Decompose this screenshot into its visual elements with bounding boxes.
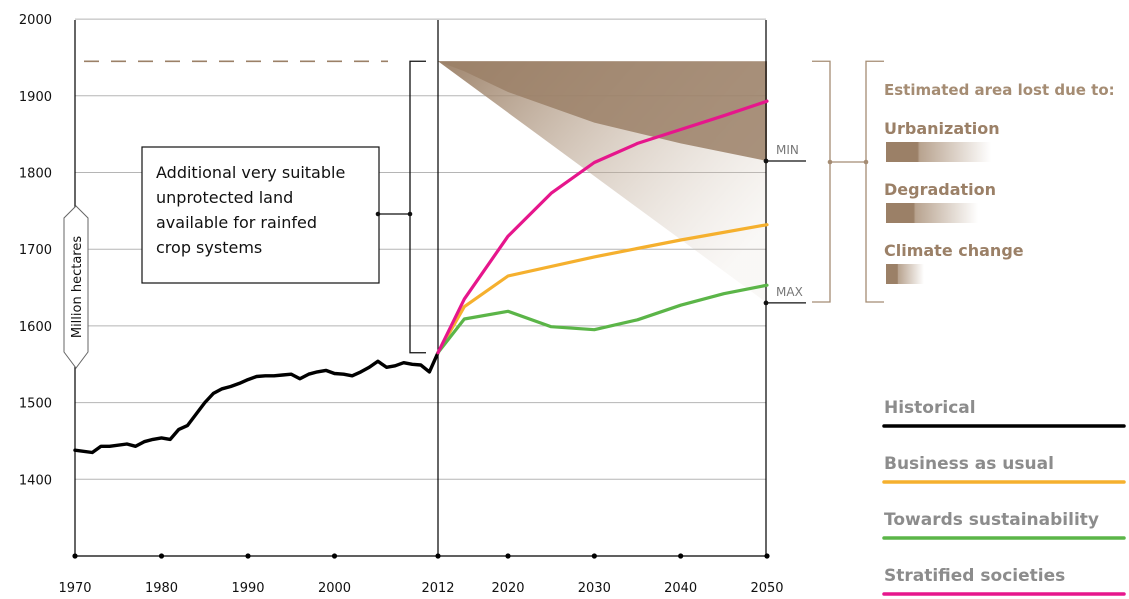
x-tick-label: 2020 — [491, 581, 524, 596]
lost-item-swatch — [886, 264, 924, 284]
lost-brace-dot — [863, 159, 869, 165]
callout-dot — [375, 211, 381, 217]
y-axis-double-arrow — [63, 205, 89, 369]
x-tick-label: 2040 — [664, 581, 697, 596]
min-label: MIN — [776, 143, 799, 157]
legend-label: Business as usual — [884, 454, 1054, 474]
x-tick-label: 2012 — [421, 581, 454, 596]
callout-bracket — [409, 60, 426, 354]
x-tick-dot — [331, 553, 338, 559]
series-line-historical — [73, 351, 440, 455]
x-tick-dot — [72, 553, 78, 559]
callout-box — [141, 146, 380, 284]
x-tick-label: 1970 — [58, 581, 91, 596]
x-tick-label: 1980 — [145, 581, 178, 596]
series-legend: Historical Business as usual Towards susta… — [882, 398, 1126, 596]
series-lines — [73, 99, 769, 455]
lost-item-label: Degradation — [884, 180, 996, 199]
series-line-business-as-usual — [436, 223, 769, 355]
min-marker-dot — [763, 158, 769, 164]
callout-dot — [407, 211, 413, 217]
y-tick-label: 1600 — [19, 320, 52, 335]
legend-label: Towards sustainability — [884, 510, 1099, 530]
x-tick-dot — [245, 553, 251, 559]
series-line-towards-sustainability — [436, 283, 769, 355]
area-lost-min — [438, 61, 767, 161]
max-marker-dot — [763, 300, 769, 306]
y-tick-label: 1700 — [19, 243, 52, 258]
callout-group: Additional very suitable unprotected land… — [141, 60, 426, 354]
x-tick-label: 2030 — [578, 581, 611, 596]
lost-item-label: Climate change — [884, 241, 1024, 260]
x-tick-dot — [764, 553, 770, 559]
lost-title: Estimated area lost due to: — [884, 81, 1115, 99]
series-line-stratified-societies — [436, 99, 769, 355]
x-tick-dot — [435, 553, 441, 559]
axes: 1970 1980 1990 2000 2012 2020 2030 2040 2050 — [58, 20, 784, 596]
y-axis-label: Million hectares — [70, 236, 85, 338]
min-max-markers: MIN MAX — [763, 60, 884, 306]
lost-item-label: Urbanization — [884, 119, 1000, 138]
callout-text: Additional very suitable unprotected land… — [156, 163, 345, 257]
x-tick-label: 1990 — [231, 581, 264, 596]
y-tick-label: 1400 — [19, 473, 52, 488]
max-label: MAX — [776, 285, 803, 299]
y-tick-label: 1800 — [19, 167, 52, 182]
y-tick-label: 1500 — [19, 397, 52, 412]
y-axis-label-group: Million hectares — [63, 205, 89, 369]
area-lost-band — [84, 60, 767, 303]
callout-line: crop systems — [156, 238, 262, 257]
lost-item-swatch — [886, 142, 991, 162]
lost-brace-left — [812, 60, 831, 303]
lost-brace-right — [865, 60, 884, 303]
lost-item-swatch — [886, 203, 978, 223]
estimated-area-lost-legend: Estimated area lost due to: Urbanization D… — [884, 81, 1115, 284]
legend-label: Historical — [884, 398, 976, 418]
x-tick-dot — [678, 553, 684, 559]
x-tick-label: 2000 — [318, 581, 351, 596]
x-tick-dot — [591, 553, 597, 559]
lost-brace-dot — [827, 159, 833, 165]
callout-line: unprotected land — [156, 188, 293, 207]
x-tick-dot — [505, 553, 511, 559]
gridlines: 1400 1500 1600 1700 1800 1900 2000 — [19, 13, 766, 488]
y-tick-label: 2000 — [19, 13, 52, 28]
x-tick-dot — [158, 553, 165, 559]
x-tick-label: 2050 — [750, 581, 783, 596]
y-tick-label: 1900 — [19, 90, 52, 105]
legend-label: Stratified societies — [884, 566, 1065, 586]
callout-line: Additional very suitable — [156, 163, 345, 182]
callout-line: available for rainfed — [156, 213, 317, 232]
